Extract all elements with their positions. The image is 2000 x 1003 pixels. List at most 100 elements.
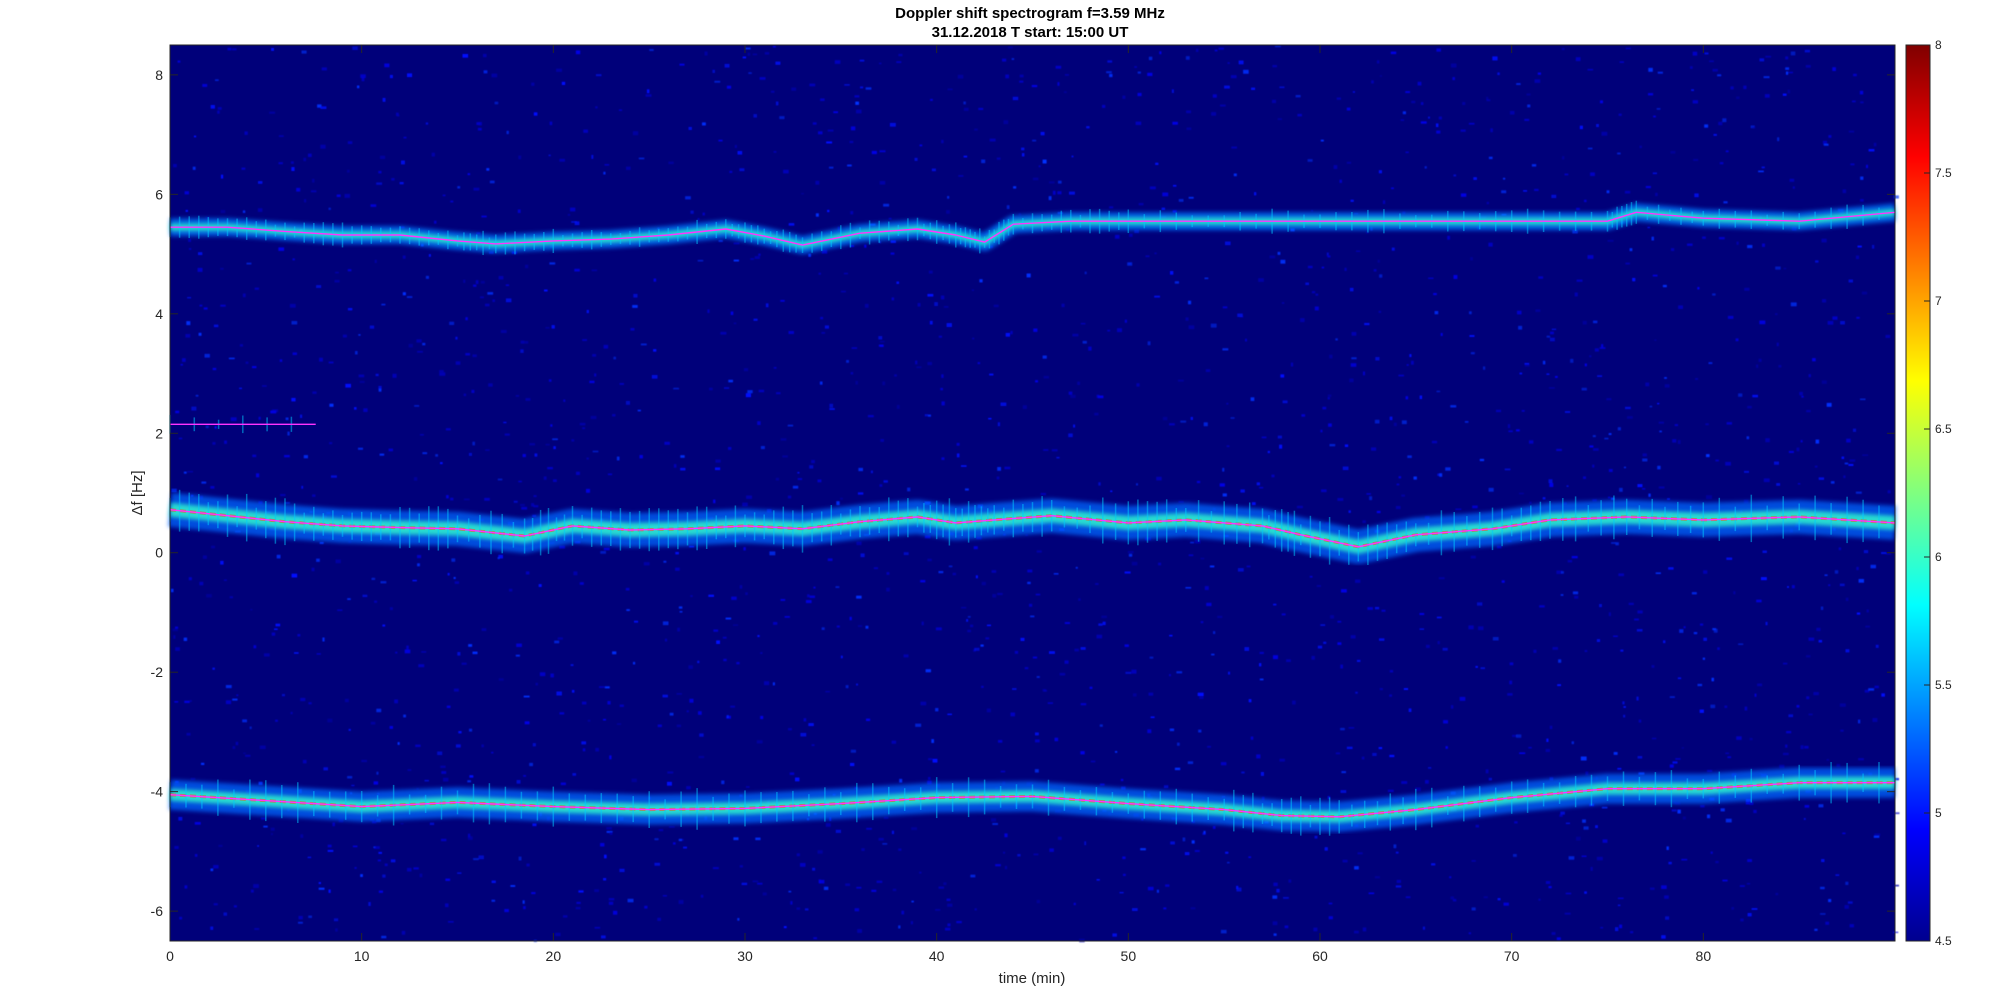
- noise-speck: [253, 884, 259, 888]
- noise-speck: [680, 467, 686, 471]
- noise-speck: [1373, 269, 1377, 272]
- noise-speck: [935, 909, 941, 911]
- noise-speck: [1042, 159, 1047, 164]
- noise-speck: [1328, 423, 1332, 427]
- noise-speck: [1329, 354, 1333, 359]
- noise-speck: [1739, 885, 1745, 887]
- noise-speck: [724, 63, 730, 68]
- noise-speck: [1708, 362, 1713, 364]
- noise-speck: [1133, 693, 1137, 697]
- noise-speck: [991, 570, 997, 573]
- noise-speck: [270, 827, 275, 831]
- noise-speck: [697, 660, 700, 664]
- noise-speck: [352, 845, 358, 848]
- noise-speck: [609, 755, 612, 760]
- noise-speck: [549, 121, 553, 126]
- noise-speck: [297, 634, 301, 637]
- noise-speck: [328, 361, 334, 364]
- noise-speck: [1202, 832, 1206, 835]
- noise-speck: [1329, 444, 1336, 447]
- noise-speck: [600, 551, 606, 554]
- noise-speck: [1752, 394, 1758, 398]
- noise-speck: [380, 581, 387, 584]
- noise-speck: [1844, 462, 1849, 465]
- noise-speck: [1185, 317, 1189, 321]
- noise-speck: [223, 579, 227, 581]
- noise-speck: [1003, 120, 1009, 125]
- noise-speck: [1870, 564, 1876, 569]
- noise-speck: [1637, 484, 1643, 488]
- noise-speck: [1025, 534, 1028, 536]
- noise-speck: [1379, 274, 1383, 278]
- noise-speck: [1314, 835, 1318, 839]
- noise-speck: [1545, 881, 1551, 884]
- noise-speck: [1274, 45, 1281, 48]
- noise-speck: [480, 280, 485, 284]
- noise-speck: [1624, 190, 1631, 194]
- noise-speck: [1542, 497, 1546, 500]
- noise-speck: [947, 923, 951, 927]
- noise-speck: [668, 161, 674, 165]
- noise-speck: [1101, 615, 1107, 619]
- noise-speck: [1158, 562, 1162, 566]
- noise-speck: [1555, 376, 1558, 378]
- noise-speck: [1032, 177, 1039, 181]
- noise-speck: [1368, 892, 1375, 895]
- noise-speck: [1608, 612, 1611, 617]
- noise-speck: [1582, 320, 1587, 325]
- noise-speck: [188, 238, 191, 242]
- noise-speck: [465, 353, 470, 356]
- noise-speck: [1738, 643, 1744, 645]
- noise-speck: [1395, 506, 1401, 510]
- noise-speck: [753, 318, 758, 321]
- noise-speck: [1431, 863, 1436, 866]
- noise-speck: [1413, 476, 1417, 480]
- noise-speck: [627, 898, 634, 903]
- noise-speck: [1098, 482, 1101, 486]
- noise-speck: [1035, 732, 1039, 736]
- noise-speck: [354, 407, 357, 410]
- noise-speck: [1279, 444, 1283, 449]
- noise-speck: [1886, 553, 1892, 555]
- noise-speck: [174, 846, 179, 849]
- noise-speck: [1174, 281, 1179, 284]
- noise-speck: [1623, 706, 1626, 708]
- noise-speck: [1301, 414, 1306, 417]
- noise-speck: [171, 488, 177, 493]
- noise-speck: [1086, 126, 1090, 129]
- noise-speck: [1893, 195, 1899, 199]
- noise-speck: [563, 915, 568, 918]
- noise-speck: [843, 272, 848, 275]
- noise-speck: [829, 408, 835, 410]
- noise-speck: [787, 424, 794, 427]
- noise-speck: [1497, 898, 1501, 901]
- noise-speck: [876, 880, 883, 883]
- noise-speck: [1280, 374, 1285, 378]
- noise-speck: [1004, 833, 1008, 838]
- noise-speck: [1760, 577, 1767, 581]
- noise-speck: [619, 704, 624, 707]
- noise-speck: [726, 85, 732, 89]
- noise-speck: [1282, 400, 1288, 404]
- noise-speck: [1822, 140, 1828, 145]
- noise-speck: [1579, 125, 1583, 130]
- noise-speck: [250, 889, 254, 893]
- noise-speck: [775, 61, 781, 65]
- noise-speck: [179, 916, 183, 920]
- noise-speck: [714, 80, 721, 83]
- noise-speck: [197, 267, 203, 272]
- noise-speck: [1342, 859, 1348, 863]
- noise-speck: [1594, 348, 1599, 352]
- noise-speck: [509, 588, 513, 592]
- noise-speck: [1875, 644, 1879, 648]
- noise-speck: [808, 253, 811, 257]
- noise-speck: [941, 401, 945, 406]
- noise-speck: [707, 309, 710, 313]
- x-tick-label: 50: [1121, 948, 1137, 964]
- noise-speck: [1617, 767, 1622, 770]
- noise-speck: [523, 775, 526, 777]
- noise-speck: [1881, 693, 1885, 697]
- noise-speck: [404, 649, 411, 654]
- noise-speck: [946, 210, 950, 214]
- noise-speck: [1589, 355, 1592, 358]
